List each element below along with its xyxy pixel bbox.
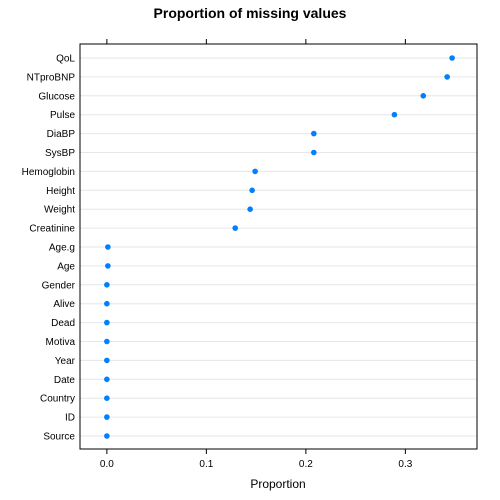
category-label: NTproBNP: [27, 72, 76, 83]
category-label: Weight: [44, 205, 75, 216]
data-point: [449, 55, 455, 61]
category-label: Year: [55, 356, 76, 367]
data-point: [104, 319, 110, 326]
data-point: [104, 414, 110, 420]
category-label: Dead: [51, 318, 75, 329]
category-label: ID: [65, 413, 75, 424]
category-label: Gender: [42, 280, 76, 291]
data-point: [232, 225, 239, 231]
category-label: Height: [46, 186, 75, 197]
x-tick-label: 0.0: [100, 459, 114, 470]
category-label: Age.g: [49, 243, 75, 254]
data-point: [104, 300, 110, 307]
x-axis-label: Proportion: [250, 477, 305, 491]
category-label: Alive: [53, 299, 75, 310]
x-axis: 0.0 0.1 0.2 0.3: [100, 39, 413, 470]
data-point: [105, 244, 111, 250]
x-tick-label: 0.2: [299, 459, 313, 470]
data-point: [252, 168, 258, 175]
category-label: Country: [40, 394, 75, 405]
data-point: [391, 111, 398, 118]
data-point: [104, 433, 110, 439]
category-label: Glucose: [38, 91, 75, 102]
data-point: [104, 357, 110, 364]
category-label: Creatinine: [29, 224, 75, 235]
data-point: [105, 263, 111, 269]
x-tick-label: 0.1: [199, 459, 213, 470]
category-label: Motiva: [46, 337, 76, 348]
category-label: Hemoglobin: [22, 167, 75, 178]
grid-layer: [80, 57, 477, 437]
category-label: Pulse: [50, 110, 75, 121]
data-point: [104, 395, 110, 402]
category-label: Source: [43, 432, 75, 443]
data-point: [104, 282, 110, 288]
x-tick-label: 0.3: [398, 459, 412, 470]
category-labels: QoL NTproBNP Glucose Pulse DiaBP SysBP Hemoglo…: [22, 54, 76, 443]
chart-title: Proportion of missing values: [154, 5, 347, 21]
data-point: [311, 130, 317, 137]
data-point: [249, 187, 255, 194]
plot-frame: [79, 43, 478, 450]
data-point: [247, 206, 253, 212]
category-label: Age: [57, 261, 75, 272]
category-label: SysBP: [45, 148, 75, 159]
data-point: [104, 338, 110, 345]
points-layer: [104, 55, 455, 439]
data-point: [311, 149, 317, 156]
data-point: [104, 376, 110, 383]
data-point: [420, 93, 427, 99]
category-label: Date: [54, 375, 76, 386]
category-label: QoL: [56, 54, 75, 65]
category-label: DiaBP: [47, 129, 76, 140]
data-point: [444, 74, 450, 80]
